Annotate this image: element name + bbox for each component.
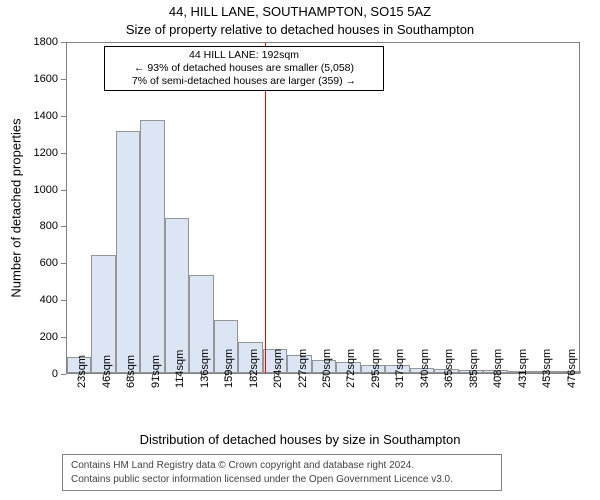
figure: 44, HILL LANE, SOUTHAMPTON, SO15 5AZ Siz… bbox=[0, 0, 600, 500]
ytick-mark bbox=[61, 263, 66, 264]
ytick-label: 1200 bbox=[28, 147, 58, 159]
annotation-line2: ← 93% of detached houses are smaller (5,… bbox=[134, 62, 354, 74]
ytick-label: 1000 bbox=[28, 184, 58, 196]
plot-area bbox=[66, 42, 580, 374]
ytick-label: 400 bbox=[28, 294, 58, 306]
ytick-label: 200 bbox=[28, 331, 58, 343]
histogram-bar bbox=[140, 120, 164, 373]
ytick-mark bbox=[61, 226, 66, 227]
ytick-mark bbox=[61, 153, 66, 154]
annotation-line1: 44 HILL LANE: 192sqm bbox=[189, 49, 299, 61]
ytick-label: 600 bbox=[28, 257, 58, 269]
histogram-bar bbox=[116, 131, 140, 373]
ytick-label: 1400 bbox=[28, 110, 58, 122]
ytick-label: 800 bbox=[28, 220, 58, 232]
title-main: 44, HILL LANE, SOUTHAMPTON, SO15 5AZ bbox=[0, 4, 600, 19]
annotation-line3: 7% of semi-detached houses are larger (3… bbox=[132, 75, 356, 87]
footer-attribution: Contains HM Land Registry data © Crown c… bbox=[62, 454, 502, 491]
y-axis-label: Number of detached properties bbox=[9, 118, 24, 297]
ytick-mark bbox=[61, 116, 66, 117]
annotation-box: 44 HILL LANE: 192sqm ← 93% of detached h… bbox=[104, 46, 384, 91]
ytick-label: 0 bbox=[28, 368, 58, 380]
x-axis-label: Distribution of detached houses by size … bbox=[0, 432, 600, 447]
footer-line2: Contains public sector information licen… bbox=[71, 474, 453, 485]
ytick-mark bbox=[61, 374, 66, 375]
ytick-label: 1600 bbox=[28, 73, 58, 85]
ytick-mark bbox=[61, 300, 66, 301]
title-sub: Size of property relative to detached ho… bbox=[0, 22, 600, 37]
ytick-mark bbox=[61, 337, 66, 338]
footer-line1: Contains HM Land Registry data © Crown c… bbox=[71, 460, 414, 471]
ytick-mark bbox=[61, 190, 66, 191]
reference-line bbox=[265, 43, 266, 373]
ytick-mark bbox=[61, 79, 66, 80]
ytick-label: 1800 bbox=[28, 36, 58, 48]
ytick-mark bbox=[61, 42, 66, 43]
